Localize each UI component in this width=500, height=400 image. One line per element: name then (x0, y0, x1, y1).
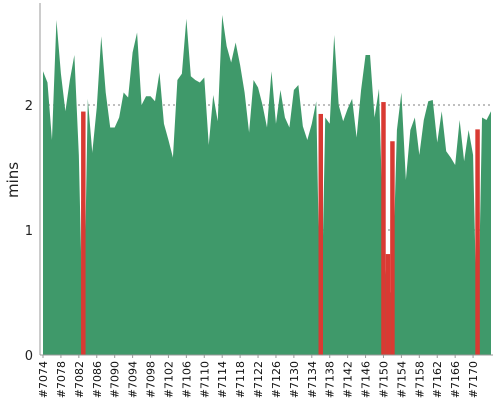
failed-build-7150 (381, 102, 386, 355)
failed-build-7083 (81, 111, 86, 355)
x-tick-label: #7074 (37, 361, 50, 398)
x-tick-label: #7122 (252, 361, 265, 398)
failed-build-7151 (385, 254, 391, 355)
x-tick-label: #7110 (198, 361, 211, 398)
x-tick-label: #7114 (216, 361, 229, 398)
x-tick-label: #7126 (270, 361, 283, 398)
x-tick-label: #7118 (234, 361, 247, 398)
duration-area (43, 15, 491, 355)
x-tick-label: #7094 (127, 361, 140, 398)
y-tick-1: 1 (25, 224, 33, 239)
x-tick-label: #7154 (395, 361, 408, 398)
x-tick-label: #7086 (91, 361, 104, 398)
x-tick-label: #7158 (413, 361, 426, 398)
x-axis-ticks: #7074 #7078 #7082 #7086 #7090 #7094 #7098 #7102… (37, 355, 480, 398)
y-tick-2: 2 (25, 99, 33, 114)
x-tick-label: #7078 (55, 361, 68, 398)
x-tick-label: #7082 (73, 361, 86, 398)
x-tick-label: #7150 (377, 361, 390, 398)
x-tick-label: #7138 (324, 361, 337, 398)
x-tick-label: #7170 (467, 361, 480, 398)
x-tick-label: #7106 (180, 361, 193, 398)
failed-build-7171 (475, 129, 480, 355)
x-tick-label: #7166 (449, 361, 462, 398)
y-tick-0: 0 (25, 349, 33, 364)
x-tick-label: #7090 (109, 361, 122, 398)
x-tick-label: #7146 (360, 361, 373, 398)
y-axis-ticks: 0 1 2 (25, 99, 33, 364)
y-axis-label: mins (4, 162, 22, 198)
x-tick-label: #7134 (306, 361, 319, 398)
failed-build-7136 (318, 113, 323, 355)
x-tick-label: #7162 (431, 361, 444, 398)
duration-series (43, 15, 491, 355)
failed-build-7152 (390, 141, 395, 355)
x-tick-label: #7102 (162, 361, 175, 398)
x-tick-label: #7130 (288, 361, 301, 398)
failed-build-markers (81, 102, 480, 355)
x-tick-label: #7098 (145, 361, 158, 398)
x-tick-label: #7142 (342, 361, 355, 398)
axes (39, 3, 493, 356)
